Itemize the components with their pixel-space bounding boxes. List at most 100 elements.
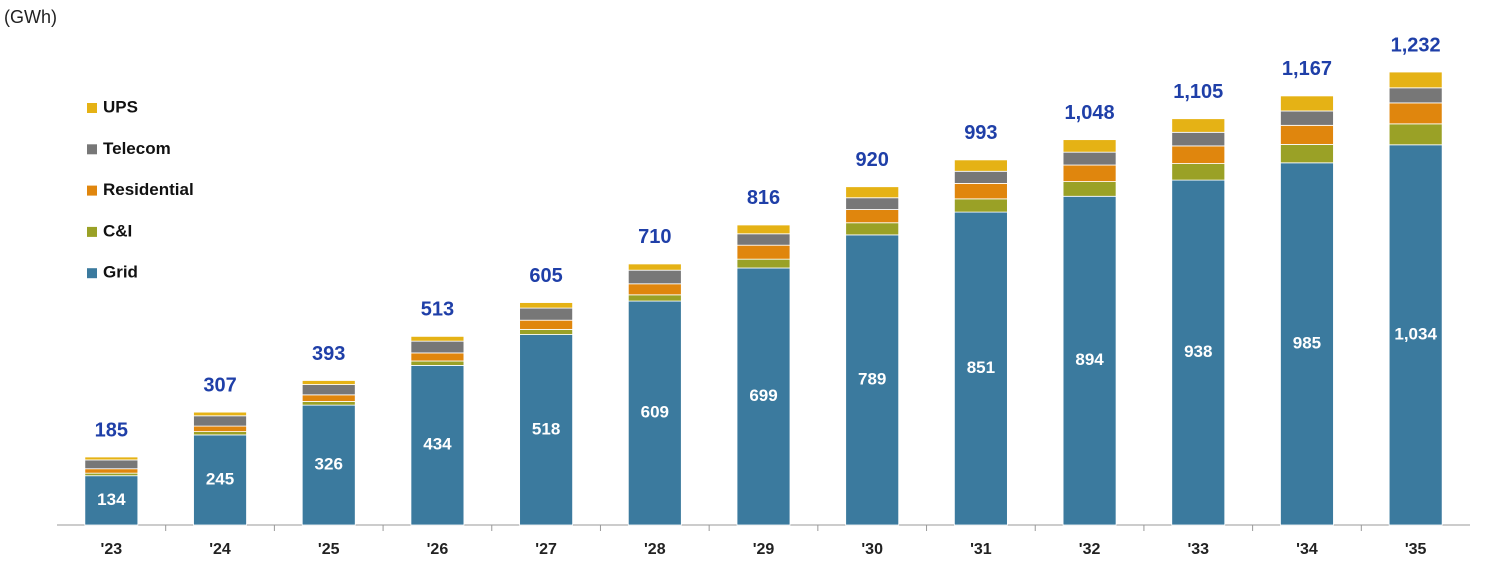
bar-segment [953,170,1008,184]
bar-segment [84,468,139,474]
legend-label: UPS [103,97,138,116]
x-tick-label: '34 [1296,541,1318,558]
x-tick-label: '28 [644,541,666,558]
bar-segment [410,335,465,342]
bar-segment [301,380,356,385]
bar-value-label: 1,034 [1394,324,1437,343]
bar-segment [1280,110,1334,126]
bar-segment [84,459,139,470]
bar-segment [1171,163,1226,181]
bar-segment [519,302,574,309]
bar-segment [1388,102,1443,125]
bar-segment [84,456,139,461]
bar-segment [845,209,900,224]
bar-segment [736,258,791,269]
total-label: 710 [638,226,671,248]
bar-segment [1171,179,1226,526]
bar-segment [410,340,465,354]
bar-segment [1171,118,1226,133]
x-tick-label: '35 [1405,541,1427,558]
x-tick-label: '29 [753,541,775,558]
bar-segment [1062,164,1117,182]
total-label: 993 [964,122,997,144]
bar-segment [1062,195,1117,526]
bar-segment [410,352,465,362]
bar-segment [1062,139,1117,153]
bar-value-label: 789 [858,369,886,388]
x-tick-label: '33 [1187,541,1209,558]
bar-segment [1280,95,1334,112]
total-label: 185 [95,419,128,441]
x-tick-label: '32 [1079,541,1101,558]
bar-segment [845,197,900,210]
x-tick-label: '24 [209,541,231,558]
total-label: 605 [529,265,562,287]
bar-segment [410,365,465,526]
legend-label: C&I [103,221,132,240]
bar-segment [301,404,356,526]
bar-segment [519,307,574,321]
legend-swatch [87,103,97,113]
bar-segment [627,283,682,296]
bar-segment [736,244,791,260]
bar-segment [84,475,139,526]
total-label: 513 [421,299,454,321]
bar-segment [627,294,682,302]
bar-segment [1280,144,1334,164]
x-tick-label: '23 [101,541,123,558]
bar-segment [410,360,465,366]
total-label: 816 [747,187,780,209]
legend-swatch [87,268,97,279]
bar-segment [1388,71,1443,89]
bar-segment [193,411,247,417]
bar-segment [301,401,356,406]
bar-segment [736,267,791,526]
bar-segment [953,211,1008,526]
bar-segment [519,319,574,330]
bar-segment [301,384,356,396]
bar-value-label: 245 [206,469,234,488]
bar-segment [193,425,247,433]
bar-segment [953,183,1008,200]
bar-segment [1280,162,1334,526]
bar-segment [953,198,1008,213]
x-tick-label: '27 [535,541,557,558]
legend-swatch [87,144,97,155]
legend-swatch [87,185,97,196]
total-label: 1,167 [1282,58,1332,80]
bar-segment [627,263,682,271]
total-label: 920 [856,149,889,171]
bar-value-label: 894 [1075,350,1104,369]
bar-segment [1171,131,1226,147]
bar-segment [1280,124,1334,145]
bar-segment [301,394,356,402]
bar-value-label: 518 [532,419,560,438]
bar-segment [193,415,247,427]
bar-segment [193,434,247,526]
bar-segment [1062,181,1117,197]
x-tick-label: '25 [318,541,340,558]
legend-label: Residential [103,180,194,199]
bar-value-label: 851 [967,358,995,377]
bar-segment [1388,144,1443,526]
bar-segment [1388,87,1443,104]
legend-swatch [87,226,97,237]
x-tick-label: '26 [427,541,449,558]
total-label: 1,105 [1173,81,1223,103]
bar-segment [953,159,1008,172]
bar-segment [1171,145,1226,164]
total-label: 307 [203,374,236,396]
total-label: 393 [312,343,345,365]
bar-value-label: 134 [97,490,126,509]
bar-segment [845,234,900,526]
bar-segment [1062,151,1117,166]
total-label: 1,232 [1391,34,1441,56]
legend-label: Grid [103,263,138,282]
bar-segment [736,233,791,246]
bar-segment [193,431,247,436]
x-tick-label: '30 [861,541,883,558]
x-tick-label: '31 [970,541,992,558]
bar-value-label: 699 [749,386,777,405]
bar-segment [1388,123,1443,146]
